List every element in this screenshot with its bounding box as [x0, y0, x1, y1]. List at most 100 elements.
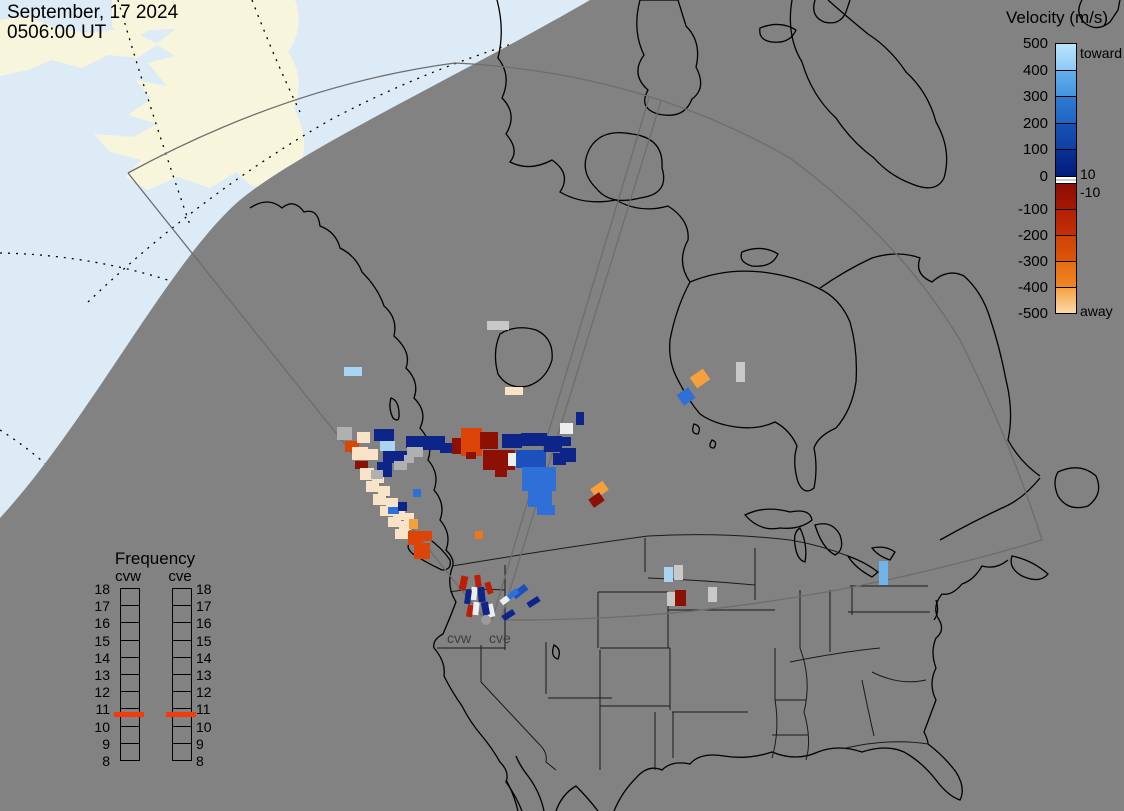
frequency-tick-label: 8	[102, 753, 110, 769]
radar-site-dot	[481, 615, 491, 625]
velocity-cell	[366, 449, 378, 460]
velocity-colorbar-segment	[1056, 70, 1076, 98]
velocity-cell	[393, 510, 405, 520]
velocity-legend-title: Velocity (m/s)	[1006, 8, 1109, 27]
velocity-cell	[676, 387, 696, 406]
velocity-cell	[386, 498, 398, 508]
velocity-cell	[505, 387, 523, 395]
velocity-cell	[516, 450, 546, 468]
velocity-cell	[559, 437, 571, 446]
velocity-cell	[480, 432, 498, 449]
velocity-cell	[521, 433, 547, 446]
velocity-colorbar-segment	[1056, 44, 1076, 71]
velocity-cell	[360, 468, 374, 480]
upper-threshold-label: 10	[1080, 166, 1096, 182]
velocity-tick-label: -300	[1017, 253, 1048, 270]
velocity-cell	[357, 432, 370, 443]
frequency-tick-label: 11	[95, 701, 110, 718]
frequency-cell	[121, 623, 139, 641]
velocity-cell	[736, 362, 745, 382]
velocity-cell	[452, 438, 462, 454]
velocity-tick-label: 500	[1022, 35, 1048, 52]
day-region-land	[0, 0, 321, 218]
velocity-cell	[337, 427, 352, 440]
frequency-marker	[114, 712, 144, 717]
velocity-tick-label: 300	[1022, 88, 1048, 106]
velocity-cell	[388, 507, 399, 514]
frequency-cell	[173, 675, 191, 693]
velocity-cell	[352, 447, 368, 460]
frequency-cell	[173, 606, 191, 624]
frequency-tick-label: 18	[196, 581, 212, 597]
velocity-cell	[879, 561, 888, 585]
velocity-tick-label: 0	[1039, 168, 1048, 185]
velocity-cell	[355, 461, 368, 469]
velocity-colorbar-segment	[1056, 150, 1076, 177]
frequency-cell	[173, 709, 191, 727]
frequency-tick-label: 10	[94, 718, 110, 735]
graticule-lines	[0, 0, 561, 496]
away-label: away	[1080, 303, 1113, 319]
frequency-cell	[173, 658, 191, 675]
frequency-cell	[121, 727, 139, 744]
frequency-tick-label: 17	[94, 598, 110, 615]
velocity-cell	[409, 519, 418, 529]
velocity-cell	[423, 436, 445, 450]
frequency-column-cvw	[120, 588, 140, 761]
velocity-cell	[675, 590, 686, 606]
frequency-cell	[173, 641, 191, 658]
velocity-cell	[487, 321, 509, 330]
frequency-cell	[121, 641, 139, 658]
frequency-tick-label: 13	[94, 667, 110, 683]
velocity-colorbar-segment	[1056, 261, 1076, 288]
coastline-paths	[249, 0, 1121, 811]
frequency-column-label-cvw: cvw	[115, 568, 141, 585]
frequency-cell	[121, 675, 139, 693]
velocity-tick-label: -400	[1017, 279, 1048, 296]
frequency-tick-label: 9	[196, 735, 204, 752]
velocity-colorbar-segment	[1056, 235, 1076, 262]
radar-site-label-cve: cve	[489, 630, 511, 646]
velocity-cell	[345, 441, 359, 452]
velocity-cell	[667, 592, 675, 606]
frequency-cell	[173, 692, 191, 710]
velocity-tick-label: 400	[1022, 61, 1048, 79]
velocity-cell	[408, 531, 422, 545]
velocity-cell	[458, 575, 469, 591]
frequency-cell	[121, 658, 139, 675]
velocity-cell	[395, 529, 409, 539]
velocity-cell	[414, 543, 430, 559]
velocity-data-cells	[337, 321, 888, 622]
frequency-legend-title: Frequency	[114, 549, 196, 568]
velocity-cell	[394, 461, 407, 470]
velocity-cell	[526, 595, 541, 609]
velocity-colorbar-segment	[1056, 97, 1076, 124]
velocity-cell	[484, 581, 494, 595]
velocity-cell	[383, 451, 407, 463]
toward-label: toward	[1080, 45, 1123, 61]
frequency-tick-label: 15	[196, 632, 212, 649]
frequency-column-label-cve: cve	[168, 568, 192, 585]
frequency-cell	[121, 589, 139, 607]
velocity-cell	[502, 434, 522, 448]
velocity-cell	[477, 586, 486, 603]
velocity-cell	[560, 448, 576, 462]
velocity-cell	[344, 367, 362, 376]
velocity-cell	[506, 587, 520, 601]
velocity-cell	[480, 601, 491, 616]
frequency-cell	[173, 727, 191, 744]
frequency-tick-label: 11	[196, 701, 211, 718]
velocity-cell	[440, 443, 452, 453]
velocity-cell	[371, 470, 383, 479]
velocity-cell	[474, 574, 482, 588]
radar-fov-lines	[127, 62, 1043, 623]
velocity-colorbar-segment	[1056, 123, 1076, 151]
lower-threshold-label: -10	[1080, 184, 1101, 200]
velocity-cell	[466, 452, 476, 459]
velocity-cell	[495, 466, 507, 477]
velocity-cell	[475, 531, 483, 539]
frequency-tick-label: 10	[196, 718, 212, 735]
frequency-tick-label: 12	[196, 684, 212, 701]
frequency-tick-label: 14	[94, 649, 110, 666]
